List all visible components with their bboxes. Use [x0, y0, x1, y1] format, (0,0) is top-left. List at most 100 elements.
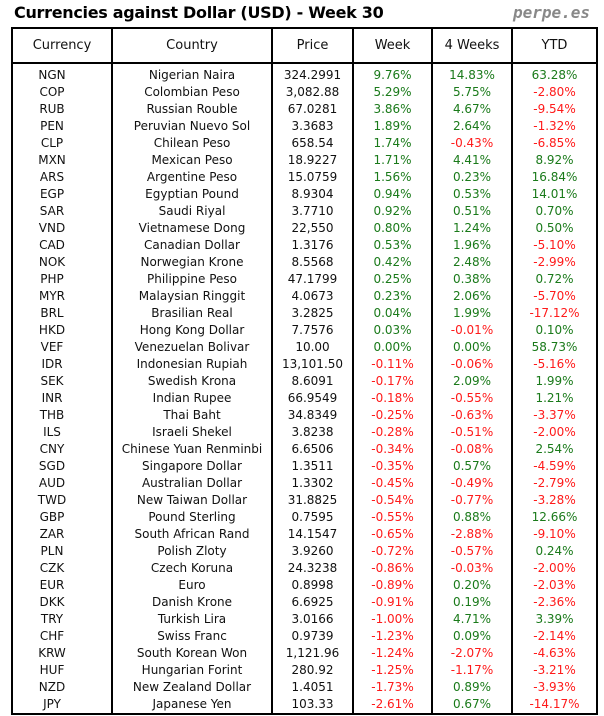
week-change: 3.86% [352, 101, 433, 118]
table-row: CLP Chilean Peso 658.54 1.74% -0.43% -6.85% [11, 135, 598, 152]
ytd-change: -14.17% [511, 696, 598, 714]
currency-code: AUD [11, 475, 113, 492]
week-change: -0.17% [352, 373, 433, 390]
column-header-country: Country [111, 27, 273, 64]
table-row: EGP Egyptian Pound 8.9304 0.94% 0.53% 14.01% [11, 186, 598, 203]
price: 8.5568 [271, 254, 354, 271]
table-row: VND Vietnamese Dong 22,550 0.80% 1.24% 0.50% [11, 220, 598, 237]
four-week-change: 0.57% [431, 458, 513, 475]
country-name: Japanese Yen [111, 696, 273, 714]
currency-code: PHP [11, 271, 113, 288]
week-change: -0.11% [352, 356, 433, 373]
table-row: AUD Australian Dollar 1.3302 -0.45% -0.49% -2… [11, 475, 598, 492]
country-name: South African Rand [111, 526, 273, 543]
week-change: 1.89% [352, 118, 433, 135]
ytd-change: 1.99% [511, 373, 598, 390]
ytd-change: 63.28% [511, 63, 598, 84]
currency-code: BRL [11, 305, 113, 322]
currency-code: SEK [11, 373, 113, 390]
currency-table: Currency Country Price Week 4 Weeks YTD … [11, 27, 598, 715]
week-change: 1.71% [352, 152, 433, 169]
price: 3.8238 [271, 424, 354, 441]
price: 6.6925 [271, 594, 354, 611]
week-change: -1.73% [352, 679, 433, 696]
ytd-change: -2.03% [511, 577, 598, 594]
column-header-week: Week [352, 27, 433, 64]
table-row: DKK Danish Krone 6.6925 -0.91% 0.19% -2.36% [11, 594, 598, 611]
four-week-change: 2.06% [431, 288, 513, 305]
country-name: Mexican Peso [111, 152, 273, 169]
table-row: MYR Malaysian Ringgit 4.0673 0.23% 2.06% -5.7… [11, 288, 598, 305]
week-change: -0.91% [352, 594, 433, 611]
four-week-change: -1.17% [431, 662, 513, 679]
price: 3.2825 [271, 305, 354, 322]
ytd-change: 0.10% [511, 322, 598, 339]
country-name: Israeli Shekel [111, 424, 273, 441]
four-week-change: -0.55% [431, 390, 513, 407]
column-header-4-weeks: 4 Weeks [431, 27, 513, 64]
price: 3.9260 [271, 543, 354, 560]
ytd-change: 0.24% [511, 543, 598, 560]
currency-code: ILS [11, 424, 113, 441]
four-week-change: 0.88% [431, 509, 513, 526]
week-change: 0.42% [352, 254, 433, 271]
column-header-ytd: YTD [511, 27, 598, 64]
table-row: HKD Hong Kong Dollar 7.7576 0.03% -0.01% 0.10… [11, 322, 598, 339]
four-week-change: -0.01% [431, 322, 513, 339]
country-name: Singapore Dollar [111, 458, 273, 475]
four-week-change: -0.49% [431, 475, 513, 492]
price: 0.8998 [271, 577, 354, 594]
ytd-change: -4.63% [511, 645, 598, 662]
table-row: NGN Nigerian Naira 324.2991 9.76% 14.83% 63.2… [11, 63, 598, 84]
country-name: Saudi Riyal [111, 203, 273, 220]
table-row: IDR Indonesian Rupiah 13,101.50 -0.11% -0.06… [11, 356, 598, 373]
four-week-change: -0.77% [431, 492, 513, 509]
four-week-change: -2.88% [431, 526, 513, 543]
price: 24.3238 [271, 560, 354, 577]
price: 0.9739 [271, 628, 354, 645]
country-name: Thai Baht [111, 407, 273, 424]
week-change: -0.45% [352, 475, 433, 492]
currency-code: COP [11, 84, 113, 101]
table-row: ILS Israeli Shekel 3.8238 -0.28% -0.51% -2.00… [11, 424, 598, 441]
four-week-change: 14.83% [431, 63, 513, 84]
currency-code: CHF [11, 628, 113, 645]
price: 1.4051 [271, 679, 354, 696]
column-header-price: Price [271, 27, 354, 64]
currency-code: CAD [11, 237, 113, 254]
table-row: ARS Argentine Peso 15.0759 1.56% 0.23% 16.84% [11, 169, 598, 186]
four-week-change: 0.51% [431, 203, 513, 220]
country-name: Czech Koruna [111, 560, 273, 577]
ytd-change: -9.54% [511, 101, 598, 118]
country-name: South Korean Won [111, 645, 273, 662]
ytd-change: -5.70% [511, 288, 598, 305]
country-name: Turkish Lira [111, 611, 273, 628]
currency-code: NGN [11, 63, 113, 84]
week-change: 0.04% [352, 305, 433, 322]
price: 3.0166 [271, 611, 354, 628]
currency-code: GBP [11, 509, 113, 526]
week-change: -0.89% [352, 577, 433, 594]
week-change: -0.54% [352, 492, 433, 509]
ytd-change: 3.39% [511, 611, 598, 628]
price: 7.7576 [271, 322, 354, 339]
week-change: -1.25% [352, 662, 433, 679]
currency-code: CNY [11, 441, 113, 458]
country-name: Venezuelan Bolivar [111, 339, 273, 356]
header-row: Currency Country Price Week 4 Weeks YTD [11, 27, 598, 64]
country-name: Swiss Franc [111, 628, 273, 645]
ytd-change: 0.50% [511, 220, 598, 237]
price: 10.00 [271, 339, 354, 356]
table-row: TRY Turkish Lira 3.0166 -1.00% 4.71% 3.39% [11, 611, 598, 628]
week-change: -0.86% [352, 560, 433, 577]
currency-code: MYR [11, 288, 113, 305]
price: 280.92 [271, 662, 354, 679]
price: 18.9227 [271, 152, 354, 169]
table-row: NOK Norwegian Krone 8.5568 0.42% 2.48% -2.99% [11, 254, 598, 271]
ytd-change: -2.79% [511, 475, 598, 492]
four-week-change: 0.09% [431, 628, 513, 645]
week-change: -0.28% [352, 424, 433, 441]
four-week-change: 2.09% [431, 373, 513, 390]
four-week-change: -0.08% [431, 441, 513, 458]
price: 22,550 [271, 220, 354, 237]
